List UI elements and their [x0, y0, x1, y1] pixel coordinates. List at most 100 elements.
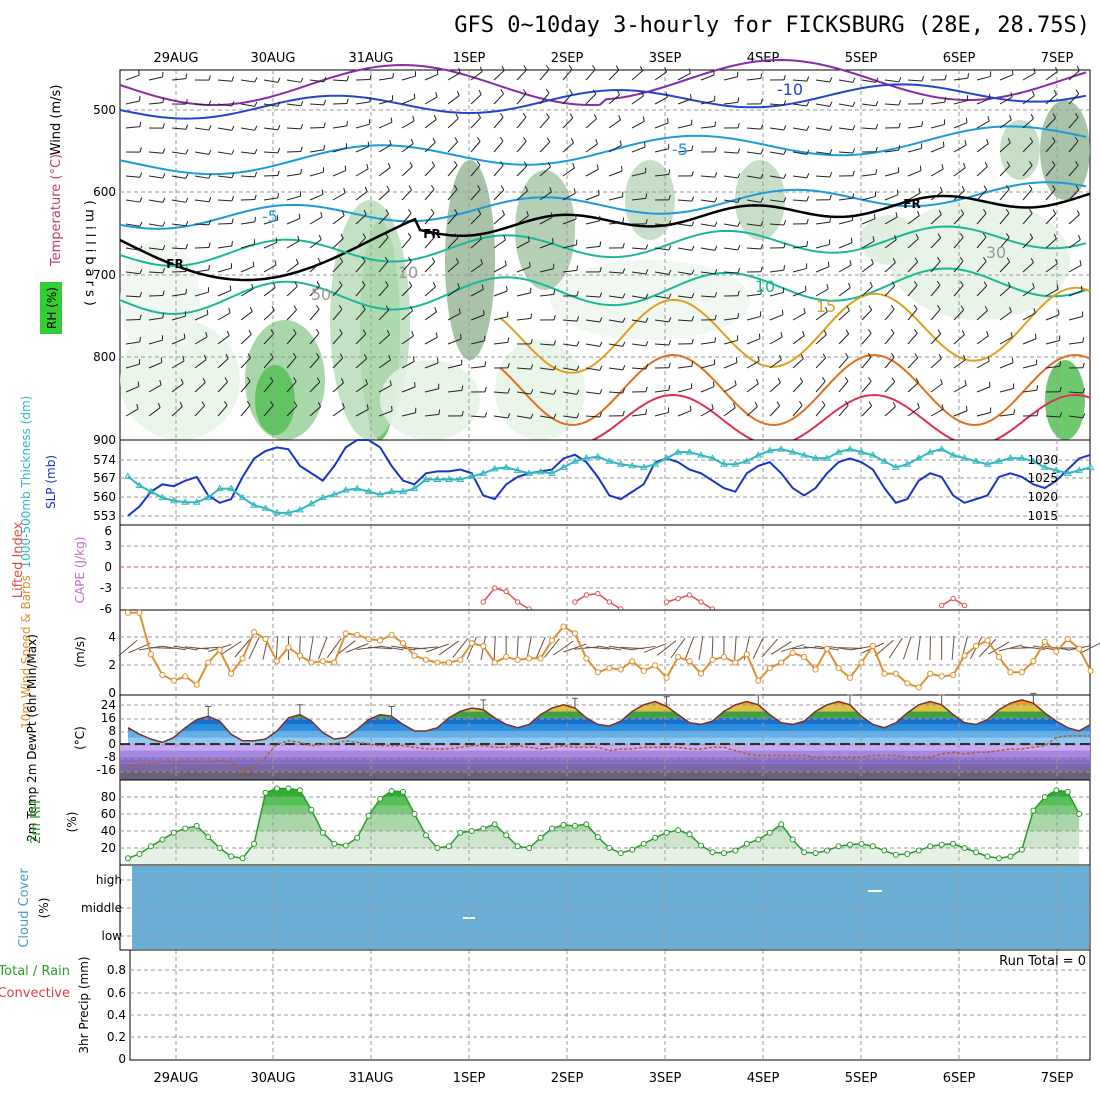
wind10m-line-point	[790, 650, 795, 655]
rh2m-point	[882, 848, 887, 853]
wind-barb-flag	[830, 217, 831, 222]
wind-barb-flag	[345, 166, 346, 171]
contour-label: 30	[986, 243, 1006, 262]
rh2m-point	[1042, 795, 1047, 800]
temp2m-units: (°C)	[73, 726, 87, 750]
wind10m-line-point	[274, 659, 279, 664]
rh2m-point	[504, 833, 509, 838]
bottom-date-label: 31AUG	[348, 1071, 393, 1086]
contour-label: 50	[311, 285, 331, 304]
wind-barb-flag	[968, 73, 969, 78]
rh2m-point	[756, 837, 761, 842]
thickness-tick-label: 553	[93, 509, 116, 523]
lifted-index-point	[687, 593, 691, 597]
rh-tick-label: 40	[101, 824, 116, 838]
cold-band	[120, 764, 1090, 771]
top-date-label: 2SEP	[551, 51, 584, 66]
contour-label: -5	[262, 207, 278, 226]
wind-barb-flag	[692, 361, 693, 366]
cloud-tick-label: high	[96, 873, 122, 887]
wind10m-line-point	[687, 659, 692, 664]
wind10m-line-point	[962, 653, 967, 658]
wind10m-line-point	[882, 671, 887, 676]
rh-blob	[1000, 120, 1040, 180]
wind10m-units: (m/s)	[73, 636, 87, 667]
rh2m-point	[584, 822, 589, 827]
rh-blob	[1045, 360, 1085, 440]
rh2m-point	[469, 829, 474, 834]
rh2m-point	[653, 835, 658, 840]
rh2m-point	[939, 842, 944, 847]
slp-tick-label: 1030	[1027, 453, 1058, 467]
wind10m-line-point	[469, 641, 474, 646]
wind10m-line-point	[400, 641, 405, 646]
rh2m-point	[378, 796, 383, 801]
rh2m-point	[687, 832, 692, 837]
precip-ticks: 0.80.60.40.20	[107, 963, 126, 1066]
wind-barb-flag	[784, 265, 785, 270]
rh2m-point	[286, 786, 291, 791]
wind10m-line-point	[320, 659, 325, 664]
contour-label: 15	[816, 297, 836, 316]
wind-barb-flag	[943, 142, 944, 147]
bottom-date-label: 4SEP	[747, 1071, 780, 1086]
rh2m-point	[217, 846, 222, 851]
li-tick-label: -6	[100, 602, 112, 616]
rh2m-point	[1077, 812, 1082, 817]
wind10m-line-point	[183, 674, 188, 679]
precip-tick-label: 0.6	[107, 986, 126, 1000]
wind-barb-flag	[161, 358, 162, 363]
rh2m-point	[1054, 788, 1059, 793]
rh2m-point	[870, 844, 875, 849]
rh2m-point	[893, 852, 898, 857]
rh-blob	[445, 160, 495, 360]
rh2m-point	[974, 850, 979, 855]
wind10m-line-point	[286, 645, 291, 650]
wind10m-line-point	[446, 660, 451, 665]
rh2m-point	[458, 830, 463, 835]
wind10m-line-point	[607, 666, 612, 671]
wind10m-line-point	[125, 610, 130, 615]
contour-label: 10	[398, 263, 418, 282]
wind10m-line-point	[549, 638, 554, 643]
wind-ticks: 420	[108, 630, 116, 700]
lifted-index-point	[515, 600, 519, 604]
precip-axis-label: 3hr Precip (mm)	[77, 956, 91, 1053]
lifted-index-point	[699, 600, 703, 604]
rh2m-point	[274, 786, 279, 791]
upper-wind-label: Wind (m/s)	[49, 85, 64, 156]
wind10m-line-point	[217, 648, 222, 653]
wind-barb-flag	[738, 313, 739, 318]
wind-barb-flag	[690, 406, 691, 411]
rh2m-point	[481, 826, 486, 831]
rh2m-point	[297, 788, 302, 793]
wind10m-line-point	[1019, 670, 1024, 675]
wind-barb-flag	[138, 382, 139, 387]
lifted-index-point	[596, 591, 600, 595]
rh2m-point	[206, 834, 211, 839]
rh2m-point	[859, 841, 864, 846]
wind10m-line-point	[802, 654, 807, 659]
wind10m-line-point	[229, 671, 234, 676]
rh2m-point	[550, 826, 555, 831]
cape-ticks: 630-3-6	[100, 524, 112, 616]
lifted-index-point	[584, 593, 588, 597]
precip-conv-label: Convective	[0, 986, 70, 1001]
wind-barb-flag	[546, 65, 549, 69]
rh2m-point	[435, 846, 440, 851]
bottom-date-label: 6SEP	[943, 1071, 976, 1086]
thickness-tick-label: 567	[93, 471, 116, 485]
wind10m-line-point	[824, 646, 829, 651]
precip-tick-label: 0	[118, 1052, 126, 1066]
wind-barb-flag	[966, 118, 967, 123]
rh2m-point	[389, 789, 394, 794]
wind10m-line-point	[458, 657, 463, 662]
wind10m-line-point	[435, 660, 440, 665]
wind-barb-flag	[524, 66, 527, 70]
wind-barb-flag	[1083, 337, 1084, 342]
cloud-label: Cloud Cover	[17, 868, 32, 948]
wind10m-line-point	[160, 672, 165, 677]
wind-barb-flag	[186, 289, 187, 294]
